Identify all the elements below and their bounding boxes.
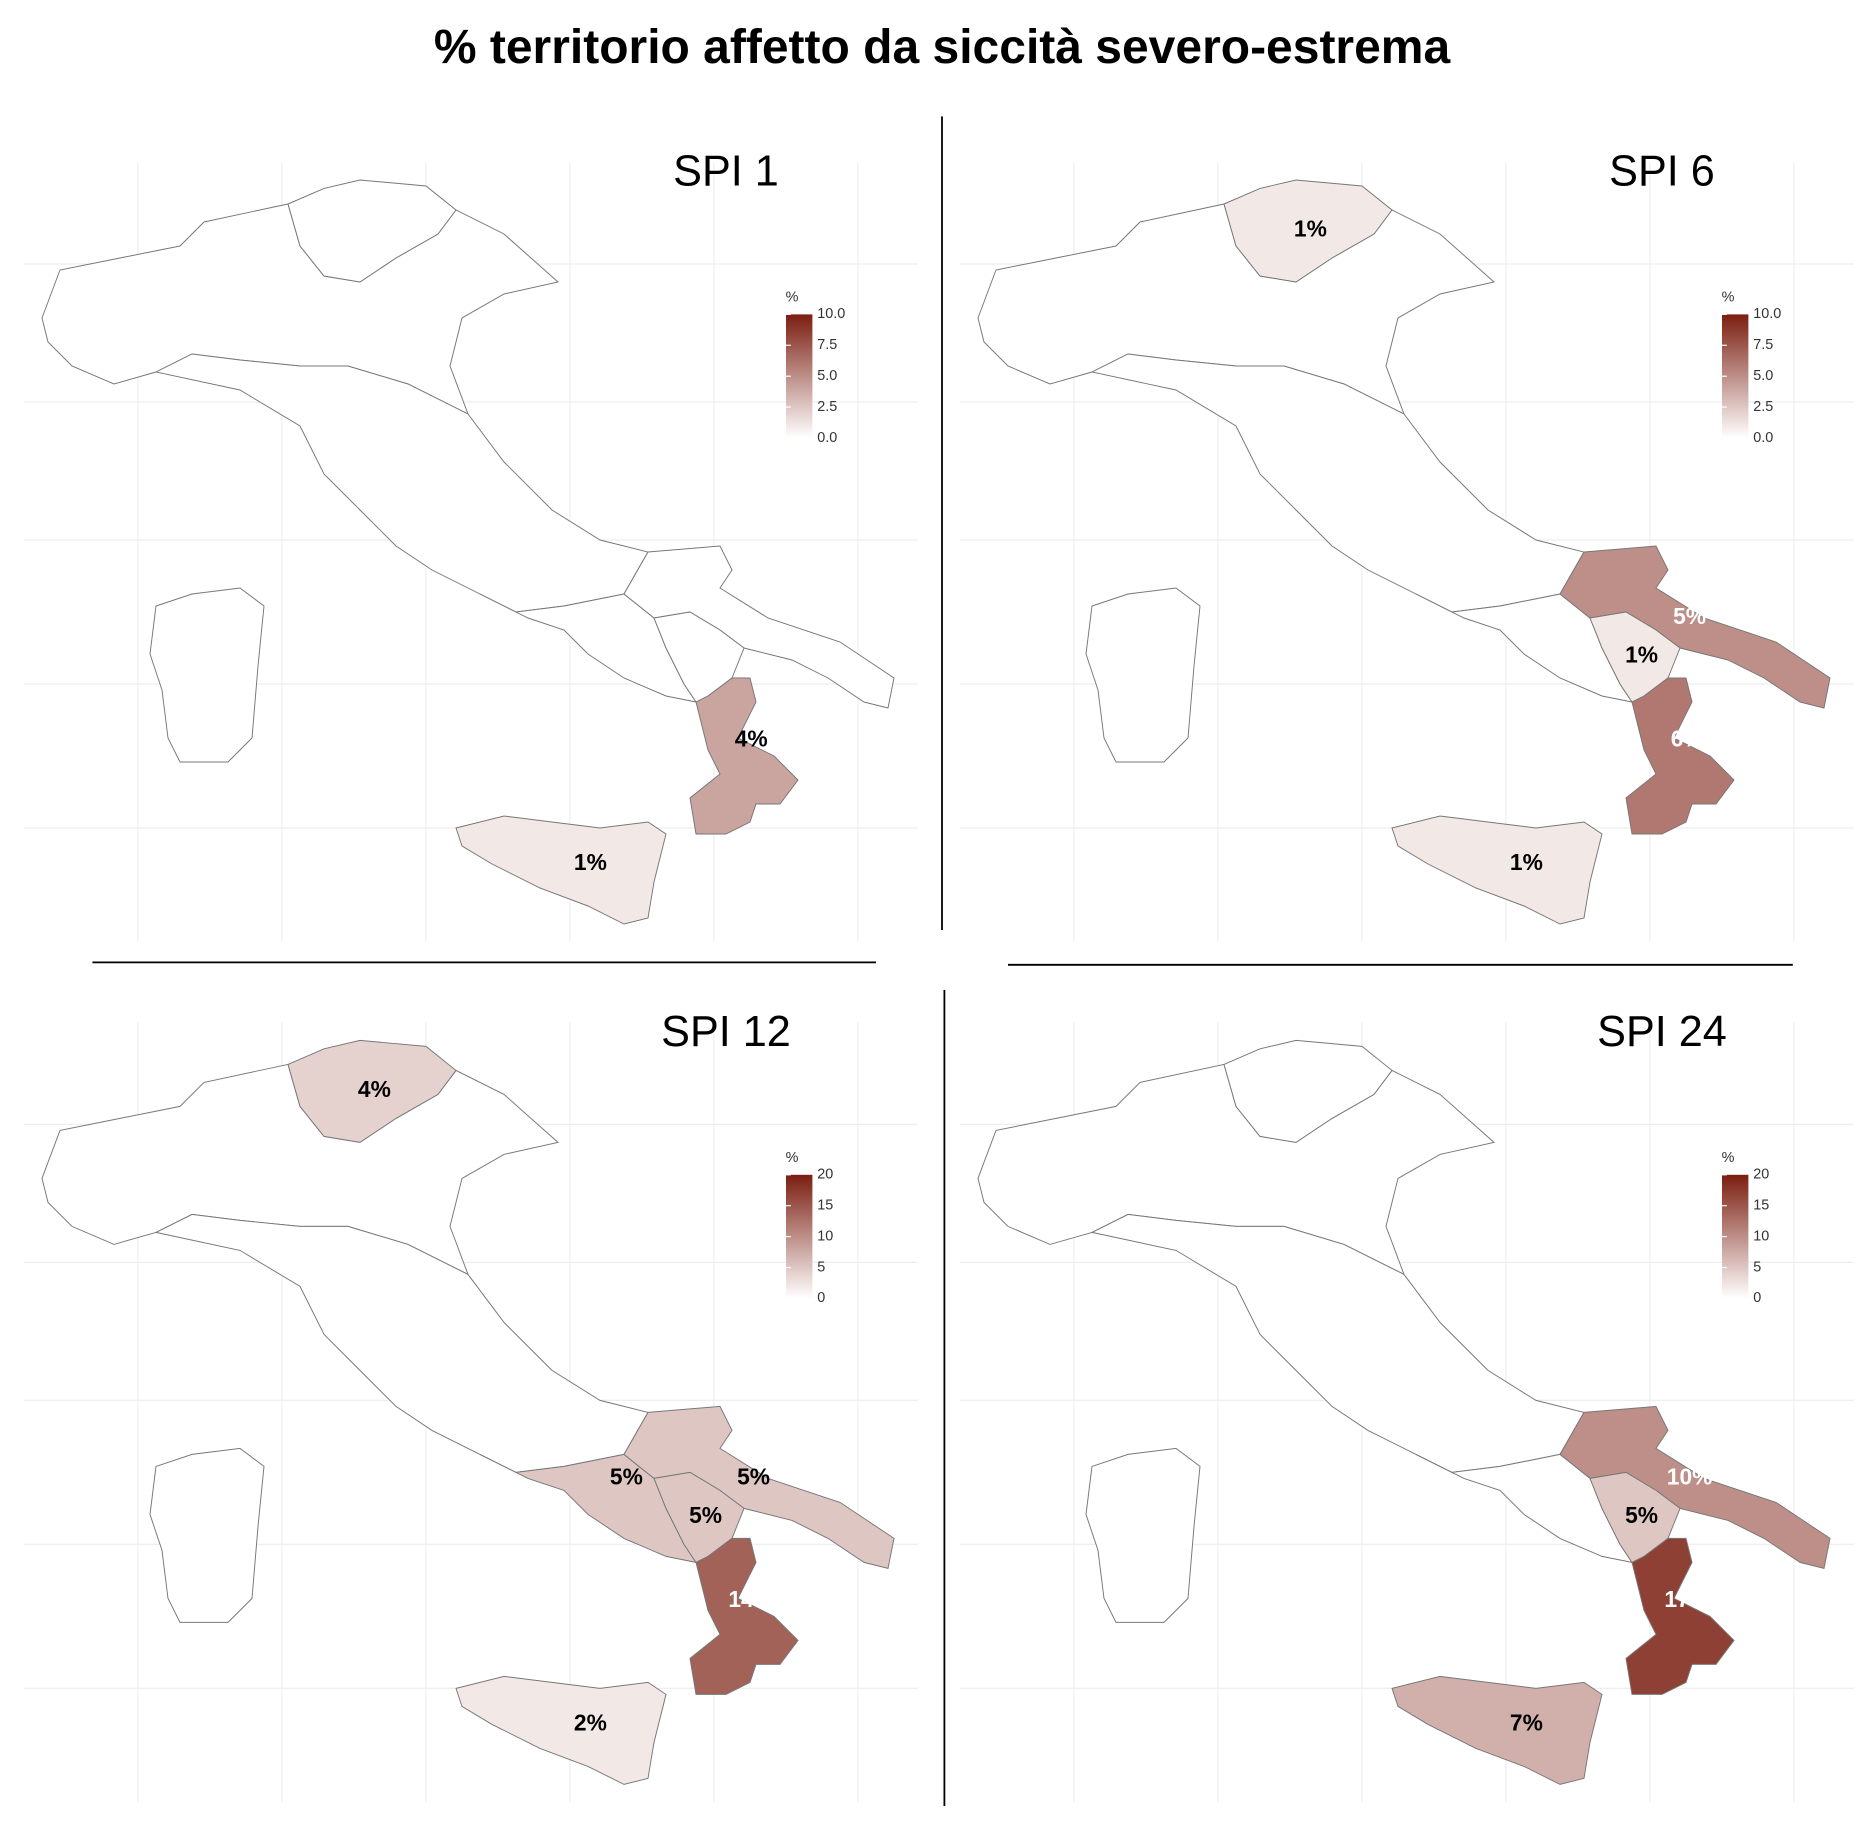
region (1223, 1039, 1393, 1143)
legend-tick-label: 20 (817, 1167, 833, 1183)
value-label: 5% (610, 1463, 643, 1489)
legend-tick-label: 10.0 (817, 306, 845, 322)
panel-title: SPI 6 (1609, 147, 1715, 195)
region (1625, 677, 1735, 835)
legend-tick-label: 5 (1753, 1259, 1761, 1275)
legend-title: % (1722, 1150, 1735, 1166)
value-label: 14% (728, 1586, 774, 1612)
legend-tick-label: 5.0 (1753, 368, 1773, 384)
region (149, 1447, 265, 1623)
value-label: 7% (1510, 1709, 1543, 1735)
value-label: 4% (358, 1076, 391, 1102)
legend-tick-label: 2.5 (817, 399, 837, 415)
legend-tick-label: 0.0 (1753, 430, 1773, 446)
region (1090, 1213, 1585, 1473)
region (1223, 179, 1393, 283)
value-label: 1% (1294, 215, 1327, 241)
legend-tick-label: 10 (817, 1228, 833, 1244)
value-label: 17% (1664, 1586, 1710, 1612)
legend-title: % (786, 1150, 799, 1166)
legend-tick-label: 0.0 (817, 430, 837, 446)
region (1090, 353, 1585, 613)
value-label: 6% (1671, 725, 1704, 751)
legend-tick-label: 0 (1753, 1290, 1761, 1306)
legend-tick-label: 2.5 (1753, 399, 1773, 415)
value-label: 1% (1510, 849, 1543, 875)
legend-tick-label: 7.5 (817, 337, 837, 353)
legend-title: % (1722, 289, 1735, 305)
region (287, 1039, 457, 1143)
figure-title: % territorio affetto da siccità severo-e… (434, 21, 1451, 74)
legend-tick-label: 15 (1753, 1197, 1769, 1213)
legend-tick-label: 20 (1753, 1167, 1769, 1183)
legend-tick-label: 7.5 (1753, 337, 1773, 353)
value-label: 10% (1667, 1463, 1713, 1489)
value-label: 1% (1625, 641, 1658, 667)
region (287, 179, 457, 283)
legend-tick-label: 10.0 (1753, 306, 1781, 322)
legend-title: % (786, 289, 799, 305)
panel-title: SPI 1 (673, 147, 779, 195)
map-panel: 4% 1% SPI 1% 0.0 2.5 5.0 7.5 10.0 (24, 147, 918, 942)
map-panel: 10% 5% 17% 7% SPI 24% 0 5 10 15 20 (960, 1008, 1854, 1803)
region (1085, 1447, 1201, 1623)
value-label: 1% (574, 849, 607, 875)
region (689, 677, 799, 835)
panel-title: SPI 12 (661, 1008, 791, 1056)
region (689, 1537, 799, 1695)
region (149, 587, 265, 763)
value-label: 4% (735, 725, 768, 751)
panel-title: SPI 24 (1597, 1008, 1727, 1056)
map-panel: 4% 5% 5% 5% 14% 2% SPI 12% 0 5 10 15 20 (24, 1008, 918, 1803)
region (455, 1675, 667, 1785)
region (154, 353, 649, 613)
value-label: 5% (737, 1463, 770, 1489)
map-panel: 1% 5% 1% 6% 1% SPI 6% 0.0 2.5 5.0 7.5 10.0 (960, 147, 1854, 942)
legend-tick-label: 0 (817, 1290, 825, 1306)
value-label: 5% (1625, 1502, 1658, 1528)
value-label: 5% (689, 1502, 722, 1528)
legend-tick-label: 10 (1753, 1228, 1769, 1244)
region (455, 815, 667, 925)
legend-tick-label: 5.0 (817, 368, 837, 384)
value-label: 2% (574, 1709, 607, 1735)
region (1085, 587, 1201, 763)
value-label: 5% (1673, 603, 1706, 629)
legend-tick-label: 15 (817, 1197, 833, 1213)
region (1625, 1537, 1735, 1695)
region (1391, 1675, 1603, 1785)
region (1391, 815, 1603, 925)
region (154, 1213, 649, 1473)
legend-tick-label: 5 (817, 1259, 825, 1275)
